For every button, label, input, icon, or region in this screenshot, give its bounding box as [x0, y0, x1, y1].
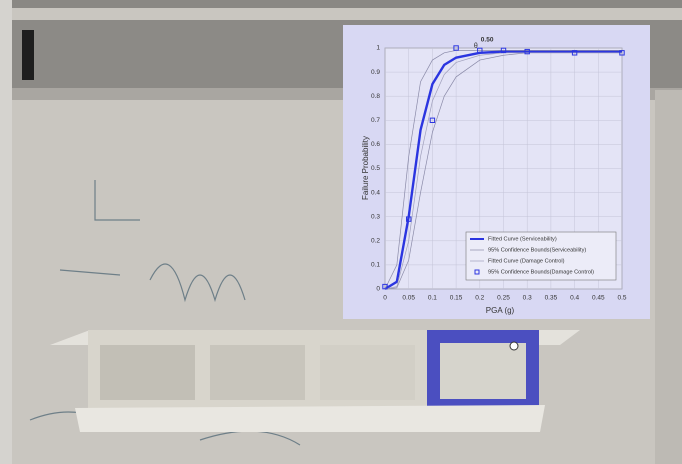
beam-cell: [440, 343, 526, 399]
y-tick-label: 0.2: [371, 238, 380, 245]
x-axis-label: PGA (g): [486, 306, 515, 315]
frame-shadow: [22, 30, 34, 80]
y-tick-label: 0.8: [371, 93, 380, 100]
beam-cell: [210, 345, 305, 400]
x-tick-label: 0.15: [450, 295, 463, 302]
y-tick-label: 0.4: [371, 189, 380, 196]
legend-label: 95% Confidence Bounds(Damage Control): [488, 269, 594, 275]
left-edge: [0, 0, 12, 464]
cursor: [510, 342, 518, 350]
beam-flange: [75, 405, 545, 432]
screen: PGA (g) Failure Probability 0 0.05 0.1 0.15…: [0, 0, 682, 464]
y-tick-label: 0.7: [371, 117, 380, 124]
y-tick-label: 0.9: [371, 69, 380, 76]
legend-label: 95% Confidence Bounds(Serviceability): [488, 247, 586, 253]
x-tick-label: 0: [383, 295, 387, 302]
x-tick-label: 0.1: [428, 295, 437, 302]
legend-label: Fitted Curve (Serviceability): [488, 236, 557, 242]
y-axis-label: Failure Probability: [361, 136, 370, 200]
x-tick-label: 0.2: [475, 295, 484, 302]
x-tick-label: 0.4: [570, 295, 579, 302]
y-tick-label: 0: [376, 286, 380, 293]
x-tick-label: 0.05: [402, 295, 415, 302]
y-tick-label: 1: [376, 45, 380, 52]
annotation-sup: 0.50: [481, 37, 494, 44]
x-tick-label: 0.25: [497, 295, 510, 302]
x-tick-label: 0.35: [545, 295, 558, 302]
y-tick-label: 0.6: [371, 141, 380, 148]
x-tick-label: 0.3: [523, 295, 532, 302]
y-tick-label: 0.1: [371, 262, 380, 269]
y-tick-label: 0.5: [371, 165, 380, 172]
x-tick-label: 0.45: [592, 295, 605, 302]
beam-cell: [320, 345, 415, 400]
beam-cell: [100, 345, 195, 400]
y-tick-label: 0.3: [371, 213, 380, 220]
right-wall: [655, 90, 682, 464]
legend-label: Fitted Curve (Damage Control): [488, 258, 565, 264]
annotation: θ: [474, 43, 478, 50]
x-tick-label: 0.5: [617, 295, 626, 302]
